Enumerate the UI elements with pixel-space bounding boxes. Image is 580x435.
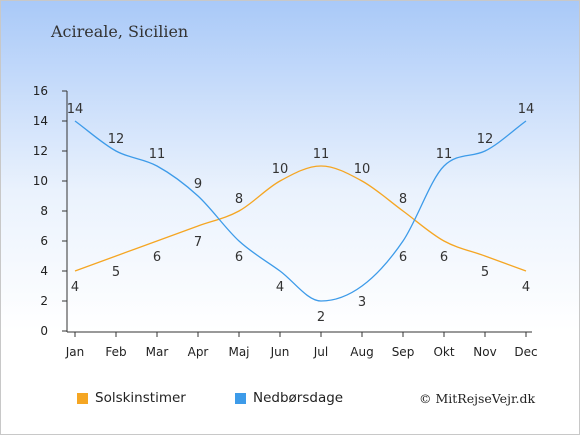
rain-data-label: 12 <box>477 132 494 147</box>
y-tick-label: 16 <box>33 84 48 98</box>
y-tick-label: 0 <box>40 324 48 338</box>
sun-data-label: 11 <box>313 147 330 162</box>
rain-data-label: 11 <box>436 147 453 162</box>
sun-series-line <box>74 165 527 272</box>
x-tick-label: Jul <box>313 345 328 359</box>
x-tick-label: Apr <box>188 345 209 359</box>
x-tick-label: Jun <box>270 345 290 359</box>
sun-data-label: 7 <box>194 235 202 250</box>
legend-item-sun: Solskinstimer <box>77 390 186 406</box>
credit-link[interactable]: © MitRejseVejr.dk <box>419 391 536 406</box>
rain-data-label: 4 <box>276 280 284 295</box>
sun-data-label: 8 <box>235 192 243 207</box>
rain-data-label: 3 <box>358 295 366 310</box>
rain-swatch-icon <box>235 392 246 404</box>
x-tick-label: Dec <box>514 345 537 359</box>
rain-data-label: 6 <box>399 250 407 265</box>
legend-item-rain: Nedbørsdage <box>235 390 343 406</box>
y-tick-label: 10 <box>33 174 48 188</box>
y-tick-label: 8 <box>40 204 48 218</box>
x-tick-label: Aug <box>350 345 373 359</box>
sun-data-label: 5 <box>112 265 120 280</box>
sun-data-label: 5 <box>481 265 489 280</box>
sun-data-label: 8 <box>399 192 407 207</box>
y-tick-label: 4 <box>40 264 48 278</box>
sun-data-label: 4 <box>71 280 79 295</box>
y-tick-label: 14 <box>33 114 48 128</box>
sun-data-label: 10 <box>272 162 289 177</box>
chart-title: Acireale, Sicilien <box>51 22 189 41</box>
y-tick-label: 12 <box>33 144 48 158</box>
sun-data-label: 6 <box>153 250 161 265</box>
sun-data-label: 6 <box>440 250 448 265</box>
sun-data-label: 10 <box>354 162 371 177</box>
y-tick-label: 6 <box>40 234 48 248</box>
legend-label-rain: Nedbørsdage <box>253 390 344 406</box>
rain-data-label: 2 <box>317 310 325 325</box>
legend-label-sun: Solskinstimer <box>95 390 186 406</box>
rain-data-label: 12 <box>108 132 125 147</box>
x-tick-label: Maj <box>228 345 249 359</box>
rain-data-label: 11 <box>149 147 166 162</box>
rain-data-label: 9 <box>194 177 202 192</box>
rain-series-line <box>74 120 527 302</box>
x-tick-label: Okt <box>433 345 454 359</box>
rain-data-label: 14 <box>67 102 84 117</box>
x-tick-label: Feb <box>105 345 126 359</box>
x-tick-label: Jan <box>65 345 85 359</box>
sun-data-label: 4 <box>522 280 530 295</box>
x-tick-label: Mar <box>146 345 169 359</box>
x-tick-label: Nov <box>473 345 496 359</box>
x-tick-label: Sep <box>392 345 415 359</box>
rain-data-label: 6 <box>235 250 243 265</box>
rain-data-label: 14 <box>518 102 535 117</box>
sun-swatch-icon <box>77 392 88 404</box>
y-tick-label: 2 <box>40 294 48 308</box>
